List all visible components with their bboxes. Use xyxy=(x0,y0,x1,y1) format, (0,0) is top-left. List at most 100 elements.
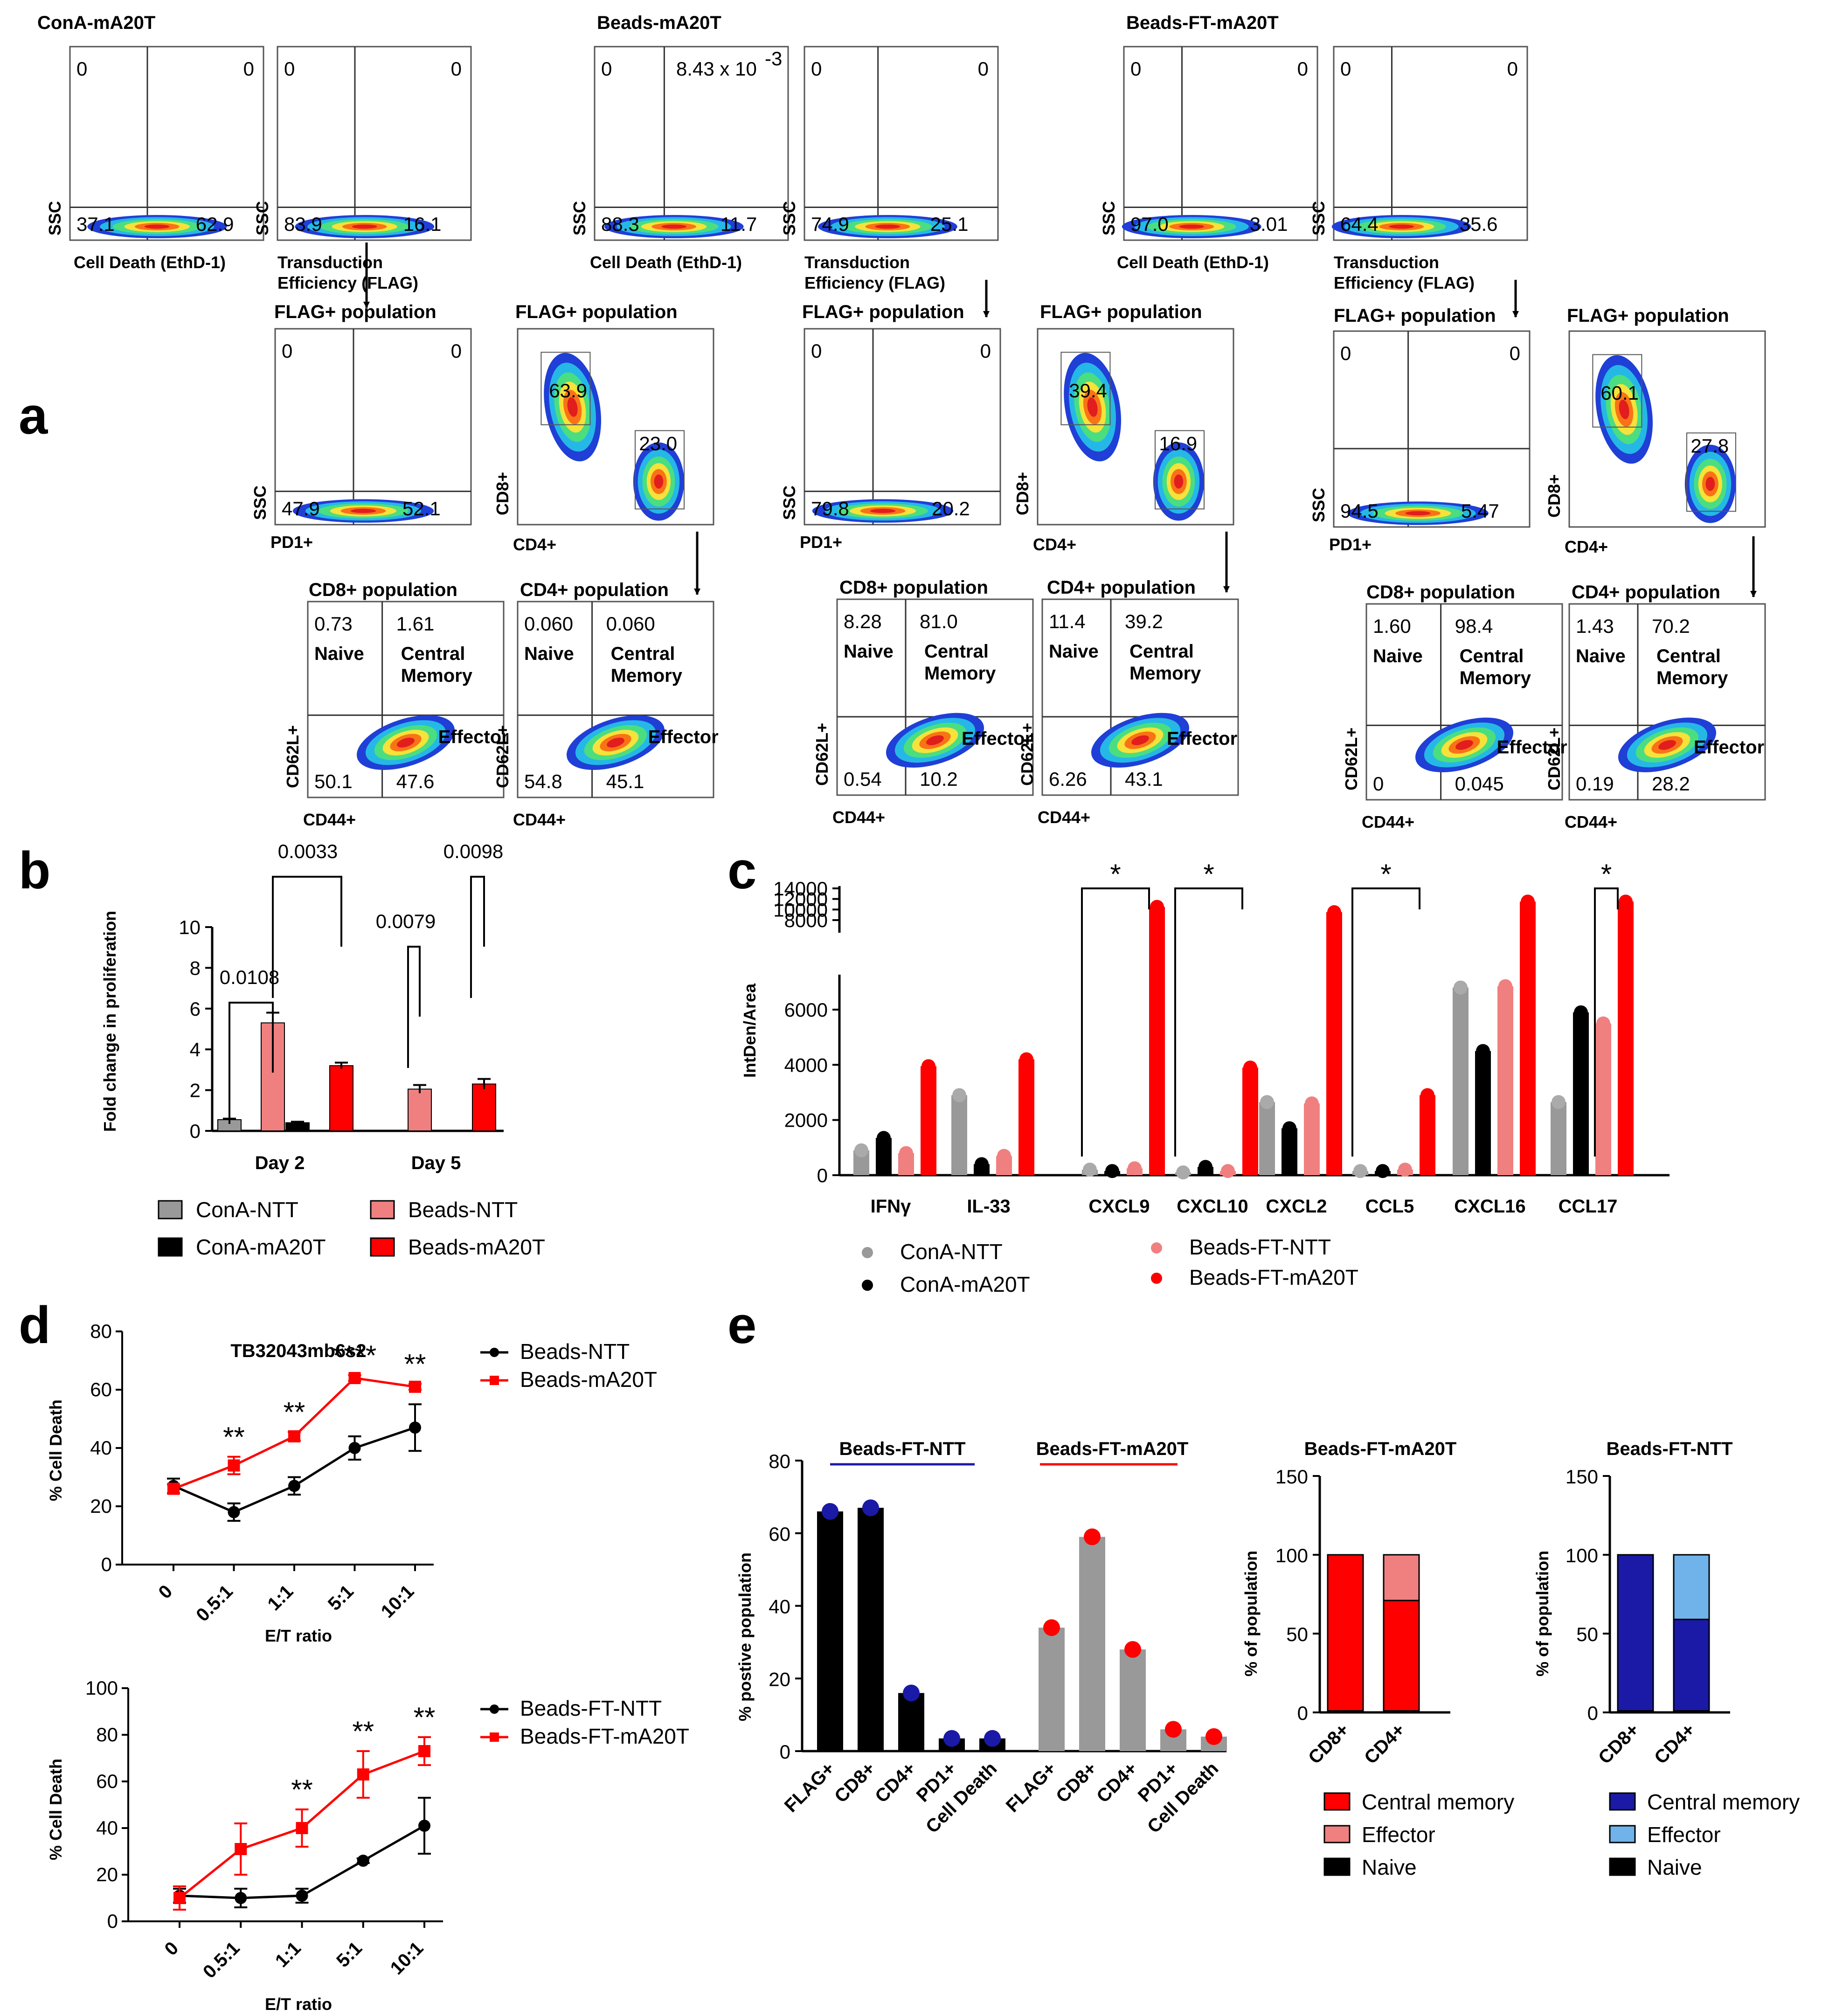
cd4-pop-label-2: CD4+ population xyxy=(1047,577,1196,598)
c-bar xyxy=(1304,1103,1320,1175)
axis-cd4: CD4+ xyxy=(1033,535,1076,554)
e1-dot xyxy=(1124,1641,1141,1658)
axis-ssc: SSC xyxy=(45,201,64,236)
flow-plot-10: 39.4 16.9 CD8+ CD4+ xyxy=(1013,328,1234,554)
flow-density-layer-5 xyxy=(870,509,896,513)
axis-death-1: Cell Death (EthD-1) xyxy=(74,253,226,272)
label-naive: Naive xyxy=(524,644,574,664)
b-legend-label: Beads-NTT xyxy=(408,1198,518,1222)
quad-tr: 0 xyxy=(451,58,462,80)
flow-plot-3: 0 88.3 11.7 SSC xyxy=(570,46,789,241)
quad-bl: 88.3 xyxy=(601,213,639,235)
quad-tl: 11.4 xyxy=(1049,610,1086,632)
axis-ssc: SSC xyxy=(250,485,270,520)
axis-trans-2-1: Efficiency (FLAG) xyxy=(277,273,418,292)
quad-br: 45.1 xyxy=(606,770,644,792)
cd4-pop-label-1: CD4+ population xyxy=(520,580,669,600)
label-central: Central xyxy=(924,641,989,662)
d1-ytick-label: 60 xyxy=(90,1379,112,1400)
e2-ytick-label: 50 xyxy=(1286,1623,1308,1645)
axis-death-3: Cell Death (EthD-1) xyxy=(1117,253,1269,272)
quad-bl: 0 xyxy=(1373,773,1384,795)
c-category-label: CCL5 xyxy=(1365,1196,1414,1217)
quad-tr: 0 xyxy=(451,340,462,362)
c-legend-label: ConA-mA20T xyxy=(900,1272,1030,1296)
label-effector: Effector xyxy=(962,728,1032,749)
e3-xtick-label: CD8+ xyxy=(1594,1719,1643,1768)
e3-legend-swatch xyxy=(1609,1792,1636,1811)
e1-bar xyxy=(1039,1628,1065,1751)
flag-pop-label-6: FLAG+ population xyxy=(1567,305,1729,326)
e1-bar xyxy=(817,1511,843,1751)
quad-tr: 0 xyxy=(1297,58,1308,80)
c-bracket xyxy=(1081,887,1150,1157)
axis-ssc: SSC xyxy=(1309,201,1328,236)
gate-cd8 xyxy=(540,352,591,425)
d1-ytick-label: 40 xyxy=(90,1437,112,1459)
d1-point xyxy=(409,1380,421,1393)
cd8-pop-label-2: CD8+ population xyxy=(839,577,988,598)
c-dot xyxy=(1420,1088,1434,1102)
e2-legend-swatch xyxy=(1323,1825,1351,1843)
c-dot xyxy=(1083,1163,1097,1177)
gate-cd8-value: 39.4 xyxy=(1069,380,1107,402)
d1-legend-label: Beads-NTT xyxy=(520,1339,630,1364)
e1-bar xyxy=(898,1693,924,1751)
quad-tr: 70.2 xyxy=(1652,615,1690,637)
d1-xtick-label: 0.5:1 xyxy=(192,1581,237,1626)
e1-xtick-label: CD8+ xyxy=(1052,1758,1101,1807)
quad-br: 62.9 xyxy=(196,213,234,235)
c-dot xyxy=(1019,1052,1033,1067)
d2-legend-label: Beads-FT-mA20T xyxy=(520,1724,689,1748)
e3-ytick-label: 50 xyxy=(1576,1623,1598,1645)
c-ytick-label: 8000 xyxy=(784,909,828,931)
c-bar xyxy=(1420,1095,1435,1175)
axis-pd1-3: PD1+ xyxy=(1329,535,1372,554)
b-legend-label: Beads-mA20T xyxy=(408,1235,545,1259)
gate-cd8-value: 60.1 xyxy=(1600,382,1639,404)
quad-br: 20.2 xyxy=(932,498,970,520)
d2-point xyxy=(357,1855,369,1867)
c-ylabel: IntDen/Area xyxy=(740,983,759,1078)
axis-death-2: Cell Death (EthD-1) xyxy=(590,253,742,272)
axis-ssc: SSC xyxy=(1309,488,1328,522)
label-effector: Effector xyxy=(648,727,719,748)
c-ytick-label: 4000 xyxy=(784,1054,828,1076)
d2-xtick-label: 1:1 xyxy=(271,1938,305,1971)
d2-ytick-label: 100 xyxy=(85,1677,118,1699)
panel-label-e: e xyxy=(727,1296,756,1354)
d1-xtick-label: 5:1 xyxy=(324,1581,358,1614)
b-ytick-label: 6 xyxy=(190,998,201,1020)
gate-cd4 xyxy=(1155,430,1205,510)
c-dot xyxy=(1454,980,1468,995)
d1-star: ** xyxy=(404,1349,426,1380)
beads-title: Beads-mA20T xyxy=(597,13,721,33)
label-memory: Memory xyxy=(401,665,473,686)
flow-plot-1: 0 0 37.1 62.9 SSC xyxy=(45,46,264,241)
axis-pd1-2: PD1+ xyxy=(800,533,842,552)
flow-density-layer-5 xyxy=(352,224,377,229)
e2-ytick-label: 100 xyxy=(1275,1545,1308,1566)
c-bar xyxy=(1497,986,1513,1175)
label-central: Central xyxy=(611,644,675,664)
axis-trans-1-1: Transduction xyxy=(277,253,383,272)
c-ytick-label: 14000 xyxy=(773,878,828,900)
c-bar xyxy=(1259,1102,1275,1175)
d2-star: ** xyxy=(291,1774,313,1805)
e1-dot xyxy=(1165,1721,1182,1738)
c-category-label: CXCL2 xyxy=(1266,1196,1327,1217)
label-memory: Memory xyxy=(1129,663,1201,684)
sci-exponent: -3 xyxy=(765,48,782,69)
e1-dot xyxy=(862,1499,879,1517)
flow-plot-9: 0 0 79.8 20.2 SSC xyxy=(780,328,1001,526)
quad-bl: 97.0 xyxy=(1130,213,1169,235)
d1-star: ** xyxy=(223,1421,245,1453)
e2-xtick-label: CD8+ xyxy=(1304,1719,1353,1768)
quad-br: 16.1 xyxy=(403,213,442,235)
axis-cd44: CD44+ xyxy=(1038,808,1090,827)
label-memory: Memory xyxy=(924,663,996,684)
panel-label-d: d xyxy=(19,1296,50,1354)
flow-plot-7: 0 0 47.9 52.1 SSC xyxy=(250,328,472,526)
